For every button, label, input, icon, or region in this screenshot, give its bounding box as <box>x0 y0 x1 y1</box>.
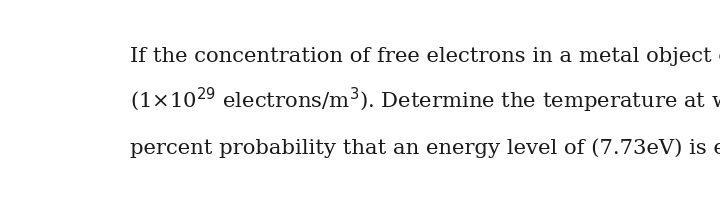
Text: (1×10$^{29}$ electrons/m$^{3}$). Determine the temperature at which two: (1×10$^{29}$ electrons/m$^{3}$). Determi… <box>130 86 720 115</box>
Text: If the concentration of free electrons in a metal object equals: If the concentration of free electrons i… <box>130 47 720 66</box>
Text: percent probability that an energy level of (7.73eV) is empty.: percent probability that an energy level… <box>130 138 720 158</box>
